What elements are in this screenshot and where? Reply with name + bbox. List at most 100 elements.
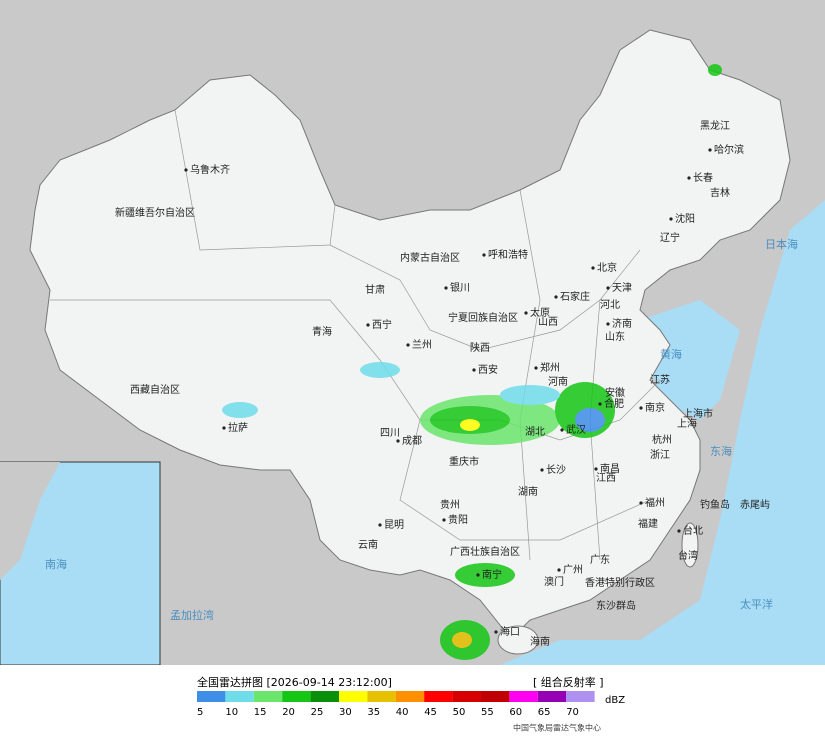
city-dot <box>557 568 561 572</box>
place-label: 福州 <box>645 496 665 509</box>
place-label: 贵阳 <box>448 513 468 526</box>
place-label: 内蒙古自治区 <box>400 251 460 264</box>
place-label: 贵州 <box>440 498 460 511</box>
legend-swatch <box>566 691 595 702</box>
taiwan <box>681 522 699 568</box>
place-label: 成都 <box>402 435 422 447</box>
legend-tick-label: 25 <box>311 707 324 718</box>
city-dot <box>598 402 602 406</box>
place-label: 新疆维吾尔自治区 <box>115 206 195 219</box>
place-label: 福建 <box>638 517 658 530</box>
sea-label: 日本海 <box>765 237 798 251</box>
place-label: 郑州 <box>540 361 560 374</box>
place-label: 青海 <box>312 325 332 338</box>
place-label: 浙江 <box>650 449 670 461</box>
place-label: 重庆市 <box>449 455 479 468</box>
place-label: 太原 <box>530 306 550 319</box>
city-dot <box>560 428 564 432</box>
place-label: 济南 <box>612 317 632 330</box>
product-name: [ 组合反射率 ] <box>533 675 604 689</box>
place-label: 南京 <box>645 401 665 414</box>
legend-swatch <box>367 691 396 702</box>
place-label: 广州 <box>563 564 583 576</box>
legend-tick-label: 60 <box>509 707 522 718</box>
china-land <box>29 29 791 641</box>
place-label: 南宁 <box>482 568 502 581</box>
place-label: 辽宁 <box>660 231 680 244</box>
legend-swatch <box>310 691 339 702</box>
legend-swatch <box>424 691 453 702</box>
city-dot <box>476 573 480 577</box>
legend-tick-label: 40 <box>396 707 409 718</box>
yellow-sea <box>640 300 740 420</box>
legend-tick-label: 65 <box>538 707 551 718</box>
legend-tick-label: 15 <box>254 707 267 718</box>
sea-label: 孟加拉湾 <box>170 608 214 622</box>
place-label: 石家庄 <box>560 290 590 303</box>
city-dot <box>669 217 673 221</box>
city-dot <box>594 467 598 471</box>
legend-swatch <box>197 691 226 702</box>
legend-swatch <box>282 691 311 702</box>
place-label: 哈尔滨 <box>714 143 744 156</box>
place-label: 西藏自治区 <box>130 383 180 396</box>
legend-tick-label: 20 <box>282 707 295 718</box>
place-label: 四川 <box>380 428 400 439</box>
city-dot <box>524 311 528 315</box>
legend-tick-label: 5 <box>197 707 203 718</box>
legend-swatch <box>509 691 538 702</box>
sea-label: 黄海 <box>660 347 682 361</box>
city-dot <box>591 266 595 270</box>
sea-label: 东海 <box>710 444 732 458</box>
city-dot <box>444 286 448 290</box>
place-label: 江苏 <box>650 373 670 386</box>
unit: dBZ <box>605 695 625 706</box>
place-label: 湖北 <box>525 426 545 438</box>
legend-swatch <box>253 691 283 702</box>
city-dot <box>396 439 400 443</box>
city-dot <box>606 322 610 326</box>
place-label: 上海 <box>677 417 697 430</box>
place-label: 宁夏回族自治区 <box>448 311 518 324</box>
place-label: 杭州 <box>652 433 672 446</box>
place-label: 河南 <box>548 375 568 388</box>
credit: 中国气象局雷达气象中心 <box>513 723 601 733</box>
place-label: 湖南 <box>518 485 538 498</box>
legend-tick-label: 10 <box>225 707 238 718</box>
place-label: 北京 <box>597 261 617 274</box>
city-dot <box>606 286 610 290</box>
place-label: 上海市 <box>683 407 713 420</box>
place-label: 东沙群岛 <box>596 599 636 612</box>
sea-label: 南海 <box>45 557 67 571</box>
place-label: 西安 <box>478 363 498 376</box>
city-dot <box>184 168 188 172</box>
place-label: 吉林 <box>710 186 730 199</box>
legend-tick-label: 35 <box>367 707 380 718</box>
province-borders <box>50 109 661 561</box>
city-dot <box>222 426 226 430</box>
place-label: 台湾 <box>678 549 698 562</box>
place-label: 广东 <box>590 553 610 566</box>
place-label: 山西 <box>538 316 558 328</box>
legend-tick-label: 55 <box>481 707 494 718</box>
city-dot <box>708 148 712 152</box>
city-dot <box>639 501 643 505</box>
legend-tick-label: 50 <box>453 707 466 718</box>
city-dot <box>442 518 446 522</box>
city-dot <box>378 523 382 527</box>
place-label: 海南 <box>530 635 550 648</box>
legend-swatch <box>452 691 481 702</box>
place-label: 乌鲁木齐 <box>190 163 230 176</box>
place-label: 安徽 <box>605 386 625 399</box>
place-label: 香港特别行政区 <box>585 576 655 589</box>
place-label: 长春 <box>693 172 713 184</box>
place-label: 陕西 <box>470 341 490 354</box>
city-dot <box>540 468 544 472</box>
legend-title: 全国雷达拼图 [2026-09-14 23:12:00] <box>197 675 392 689</box>
legend-tick-label: 70 <box>566 707 579 718</box>
place-label: 赤尾屿 <box>740 499 770 511</box>
city-dot <box>472 368 476 372</box>
legend-tick-label: 45 <box>424 707 437 718</box>
